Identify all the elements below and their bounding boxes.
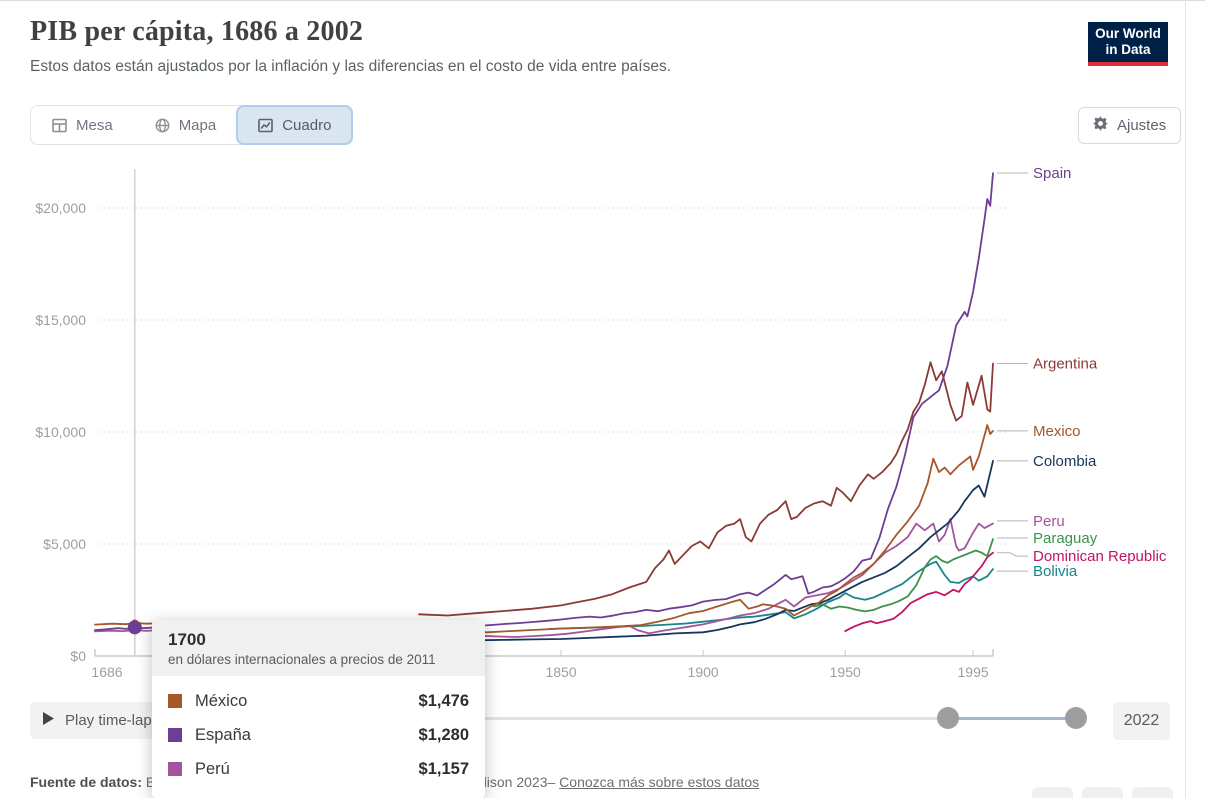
- y-axis-tick-label: $5,000: [43, 536, 86, 552]
- y-axis-tick-label: $15,000: [35, 312, 86, 328]
- line-chart-icon: [258, 118, 274, 133]
- series-value: $1,157: [418, 759, 469, 778]
- hover-tooltip: 1700 en dólares internacionales a precio…: [152, 620, 485, 798]
- entity-label-bolivia[interactable]: Bolivia: [1033, 563, 1078, 580]
- y-axis-tick-label: $10,000: [35, 424, 86, 440]
- entity-label-spain[interactable]: Spain: [1033, 165, 1071, 182]
- series-name: España: [195, 725, 251, 744]
- timeline-max-year: 2022: [1113, 702, 1170, 740]
- data-source-label: Fuente de datos:: [30, 774, 143, 790]
- tooltip-row-espana: España $1,280: [168, 718, 469, 752]
- series-swatch: [168, 762, 182, 776]
- series-swatch: [168, 728, 182, 742]
- tooltip-row-peru: Perú $1,157: [168, 752, 469, 786]
- owid-logo-line1: Our World: [1095, 26, 1161, 41]
- timeline-end-handle[interactable]: [1065, 707, 1087, 729]
- x-axis-tick-label: 1950: [830, 664, 861, 680]
- action-button-2[interactable]: [1082, 787, 1123, 798]
- settings-button-label: Ajustes: [1117, 117, 1167, 134]
- series-value: $1,280: [418, 725, 469, 744]
- action-button-3[interactable]: [1132, 787, 1173, 798]
- series-line-colombia: [418, 460, 994, 643]
- globe-icon: [155, 118, 170, 133]
- page-subtitle: Estos datos están ajustados por la infla…: [30, 58, 672, 75]
- tooltip-unit: en dólares internacionales a precios de …: [168, 652, 436, 667]
- page-title: PIB per cápita, 1686 a 2002: [30, 16, 364, 47]
- entity-label-peru[interactable]: Peru: [1033, 513, 1065, 530]
- tab-mapa[interactable]: Mapa: [135, 107, 237, 143]
- series-name: México: [195, 691, 248, 710]
- hover-dot: [127, 620, 142, 635]
- tab-mesa[interactable]: Mesa: [32, 107, 133, 143]
- series-line-paraguay: [813, 538, 994, 613]
- entity-label-colombia[interactable]: Colombia: [1033, 453, 1097, 470]
- entity-label-mexico[interactable]: Mexico: [1033, 423, 1081, 440]
- label-leader-line: [997, 552, 1028, 557]
- gear-icon: [1093, 116, 1108, 135]
- tab-cuadro-label: Cuadro: [282, 116, 332, 134]
- series-value: $1,476: [418, 691, 469, 710]
- timeline-slider[interactable]: [205, 707, 1087, 729]
- entity-label-argentina[interactable]: Argentina: [1033, 355, 1098, 372]
- tooltip-header: 1700 en dólares internacionales a precio…: [152, 620, 485, 676]
- series-line-mexico: [94, 424, 994, 634]
- y-axis-tick-label: $20,000: [35, 200, 86, 216]
- x-axis-tick-label: 1850: [545, 664, 576, 680]
- owid-logo[interactable]: Our World in Data: [1088, 22, 1168, 66]
- line-chart[interactable]: $0 $5,000 $10,000 $15,000 $20,000 1686 1850 190…: [0, 155, 1185, 700]
- play-button-label: Play time-lapse: [65, 712, 168, 729]
- timeline-start-handle[interactable]: [937, 707, 959, 729]
- y-axis-tick-label: $0: [70, 648, 86, 664]
- timeline-selected-range: [948, 717, 1077, 720]
- note-label: Nota:: [30, 796, 65, 798]
- play-icon: [43, 712, 54, 729]
- settings-button[interactable]: Ajustes: [1078, 107, 1182, 144]
- table-icon: [52, 118, 67, 133]
- entity-label-paraguay[interactable]: Paraguay: [1033, 530, 1098, 547]
- view-tabbar: Mesa Mapa Cuadro: [30, 105, 354, 145]
- action-button-1[interactable]: [1032, 787, 1073, 798]
- tooltip-year: 1700: [168, 630, 206, 649]
- x-axis-tick-label: 1900: [688, 664, 719, 680]
- tooltip-body: México $1,476 España $1,280 Perú $1,157: [152, 676, 485, 798]
- tooltip-row-mexico: México $1,476: [168, 684, 469, 718]
- series-swatch: [168, 694, 182, 708]
- frame-top-border: [0, 0, 1205, 1]
- series-name: Perú: [195, 759, 230, 778]
- owid-logo-line2: in Data: [1105, 42, 1151, 57]
- series-line-bolivia: [548, 560, 994, 630]
- x-axis-tick-label: 1995: [958, 664, 989, 680]
- series-line-spain: [94, 172, 994, 632]
- data-source-link[interactable]: Conozca más sobre estos datos: [559, 774, 760, 790]
- entity-label-dominican-republic[interactable]: Dominican Republic: [1033, 548, 1167, 565]
- series-line-dominican-republic: [844, 551, 994, 632]
- tab-cuadro[interactable]: Cuadro: [238, 107, 352, 143]
- tab-mesa-label: Mesa: [76, 116, 113, 134]
- tab-mapa-label: Mapa: [178, 116, 217, 134]
- line-chart-svg: $0 $5,000 $10,000 $15,000 $20,000 1686 1850 190…: [35, 165, 1167, 680]
- x-axis-tick-label: 1686: [91, 664, 122, 680]
- series-line-argentina: [418, 361, 994, 617]
- frame-right-border: [1185, 0, 1186, 798]
